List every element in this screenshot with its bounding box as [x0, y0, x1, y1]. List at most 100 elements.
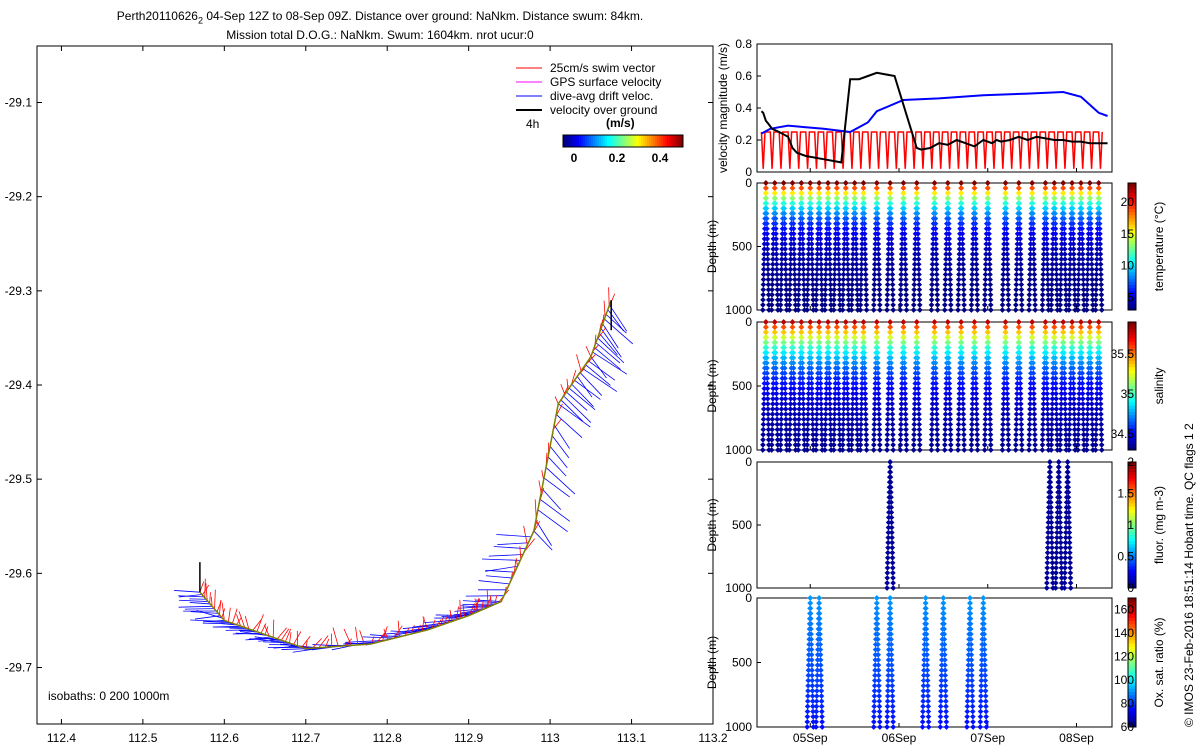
profile-point [805, 401, 812, 407]
profile-point [849, 291, 855, 298]
profile-point [888, 349, 894, 356]
profile-point [1075, 276, 1082, 283]
map-ytick-label: -29.3 [5, 284, 33, 298]
profile-point [1088, 251, 1095, 257]
profile-point [854, 271, 860, 278]
profile-point [854, 436, 861, 443]
profile-point [760, 421, 767, 428]
profile-point [836, 286, 843, 293]
profile-point [925, 713, 932, 720]
profile-point [782, 230, 788, 237]
profile-point [929, 406, 936, 412]
profile-point [1075, 431, 1082, 438]
profile-point [958, 180, 964, 186]
profile-point [1075, 447, 1081, 453]
profile-point [791, 261, 798, 268]
profile-point [900, 185, 907, 191]
profile-point [816, 200, 823, 207]
profile-point [889, 688, 896, 694]
profile-point [885, 380, 892, 387]
profile-point [973, 251, 980, 257]
profile-point [889, 421, 896, 428]
profile-point [885, 271, 891, 278]
profile-point [959, 355, 965, 361]
swim-vector [538, 480, 542, 493]
profile-point [1031, 266, 1038, 273]
profile-point [792, 302, 799, 308]
profile-point [782, 380, 788, 387]
profile-point [1061, 360, 1068, 366]
profile-point [1029, 205, 1036, 212]
profile-point [822, 297, 828, 303]
profile-point [988, 307, 994, 313]
profile-point [1040, 401, 1047, 407]
profile-point [770, 256, 776, 263]
profile-point [1084, 411, 1091, 417]
profile-point [787, 411, 794, 417]
profile-point [814, 261, 820, 268]
profile-point [783, 286, 790, 293]
profile-point [796, 401, 803, 407]
profile-point [818, 251, 824, 257]
profile-point [800, 390, 806, 397]
profile-point [854, 297, 861, 303]
profile-point [832, 256, 838, 263]
profile-point [888, 375, 895, 382]
profile-point [779, 390, 785, 397]
profile-point [1031, 271, 1038, 278]
profile-point [840, 411, 847, 417]
profile-point [986, 401, 993, 407]
profile-point [774, 302, 781, 308]
map-colorbar-cell [633, 135, 636, 147]
profile-point [984, 319, 991, 325]
profile-point [871, 416, 878, 423]
glider-track [199, 299, 612, 650]
profile-point [901, 230, 908, 237]
profile-point [790, 339, 796, 346]
profile-point [1089, 271, 1095, 278]
profile-point [849, 431, 855, 438]
profile-point [888, 524, 895, 531]
profile-point [900, 324, 907, 330]
swim-vector [474, 598, 479, 612]
profile-point [760, 416, 767, 423]
profile-point [1000, 286, 1006, 293]
profile-point [779, 385, 785, 392]
profile-point [889, 682, 896, 689]
profile-point [835, 390, 842, 397]
profile-point [1004, 385, 1010, 392]
profile-point [872, 395, 878, 402]
profile-point [969, 698, 976, 705]
profile-point [1057, 534, 1064, 541]
legend-label: velocity over ground [550, 103, 657, 117]
profile-point [974, 286, 980, 293]
profile-point [942, 662, 948, 668]
profile-point [968, 291, 975, 298]
swim-vector [416, 624, 421, 633]
profile-point [782, 375, 788, 382]
profile-point [1081, 442, 1087, 448]
profile-point [1080, 411, 1087, 417]
profile-point [932, 215, 939, 222]
profile-point [1018, 426, 1025, 433]
profile-point [1089, 436, 1096, 443]
profile-point [1053, 266, 1060, 273]
profile-point [969, 406, 976, 412]
profile-point [804, 436, 811, 443]
panel-colorbar-cell [1128, 443, 1136, 448]
profile-point [1053, 256, 1060, 263]
profile-point [910, 447, 917, 453]
profile-point [1096, 334, 1102, 341]
profile-point [1078, 210, 1085, 217]
profile-point [826, 220, 832, 227]
profile-point [782, 256, 789, 263]
drift-arrow [545, 467, 576, 495]
profile-point [1057, 504, 1063, 511]
panel-colorbar-cell [1128, 714, 1136, 718]
profile-point [1084, 261, 1091, 268]
profile-point [834, 349, 841, 356]
profile-point [818, 406, 825, 412]
profile-point [854, 421, 860, 428]
profile-point [1087, 210, 1094, 217]
profile-point [787, 421, 793, 428]
